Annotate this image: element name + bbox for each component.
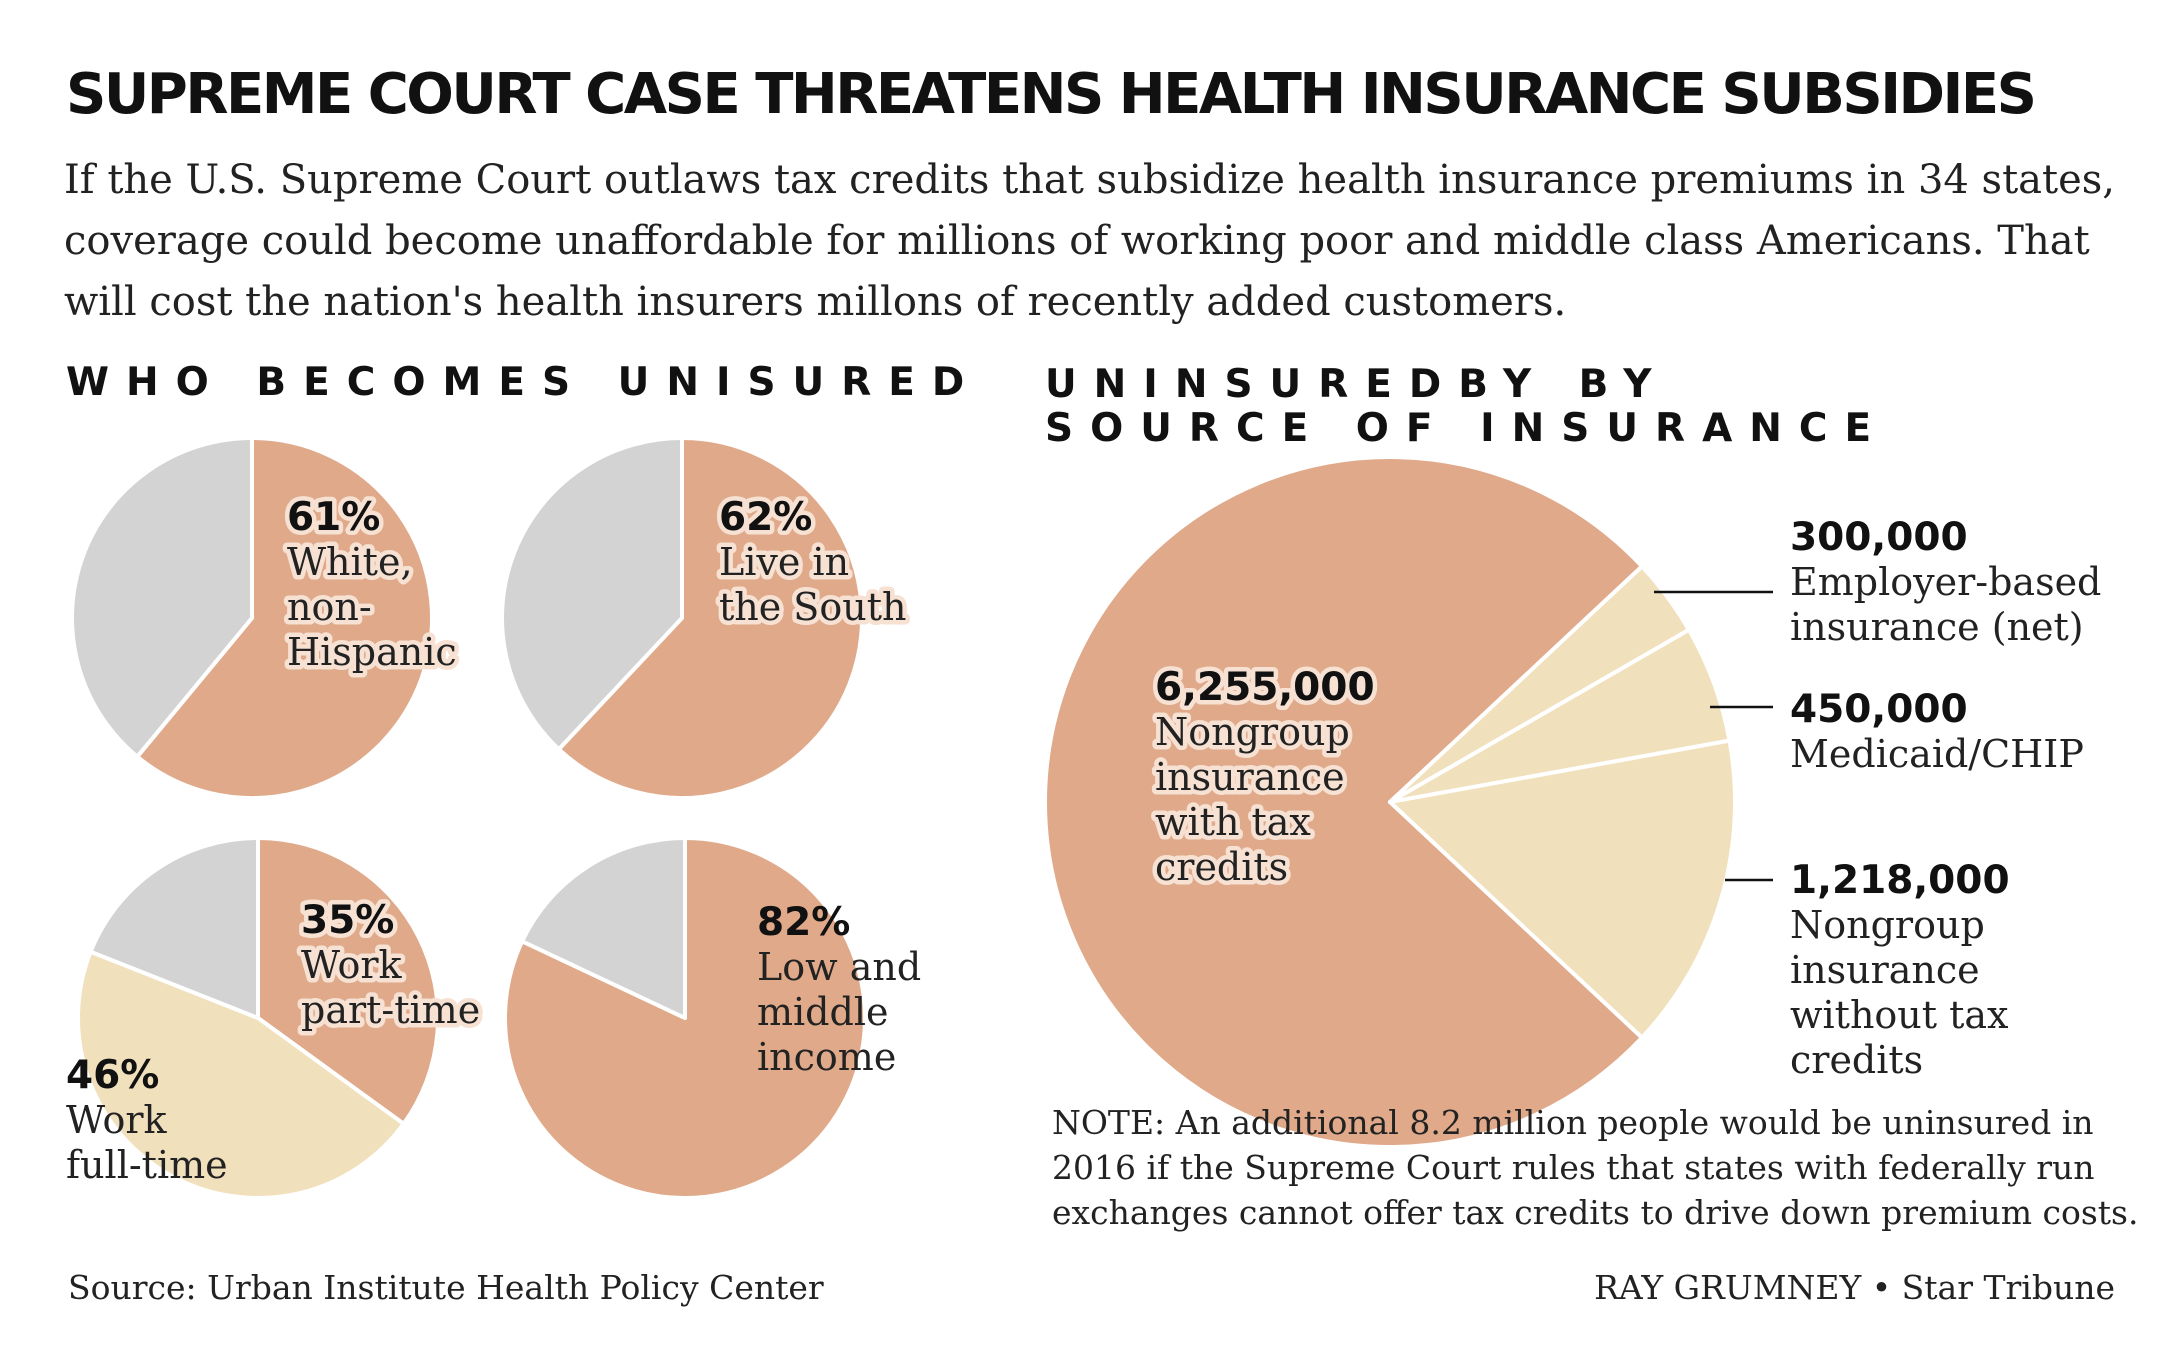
pie-4-text-label-3-line-3: credits [1790, 1038, 1923, 1082]
pie-2-slice-0 [256, 836, 440, 1126]
pie-0-text-label-0: White, non-Hispanic [287, 540, 457, 674]
right-section-heading-line1: UNINSUREDBY BY [1045, 362, 1669, 407]
pie-3-text-label-0-line-1: middle [757, 990, 888, 1034]
pie-0-text-label-0-line-1: non- [287, 585, 372, 629]
pie-4-text-label-1-line-1: insurance (net) [1790, 605, 2084, 649]
pie-2-text-label-0-line-0: Work [301, 943, 403, 987]
pie-4-text-label-3-line-2: without tax [1790, 993, 2008, 1037]
pie-2-pct-label-0: 35% [301, 898, 394, 943]
pie-2-text-label-0: Work part-time [301, 943, 480, 1032]
pie-3-text-label-0-line-2: income [757, 1035, 896, 1079]
pie-0-text-label-0-line-0: White, [287, 540, 413, 584]
pie-3-slice-0 [503, 836, 867, 1200]
pie-4-num-label-0: 6,255,000 [1155, 665, 1375, 710]
pie-4-text-label-2-line-0: Medicaid/CHIP [1790, 732, 2084, 776]
right-section-heading-line2: SOURCE OF INSURANCE [1045, 406, 1889, 451]
pie-1-pct-label-0: 62% [719, 495, 812, 540]
pie-1-text-label-0: Live in the South [719, 540, 906, 629]
pie-1-slice-1 [500, 436, 684, 752]
pie-4-text-label-2: Medicaid/CHIP [1790, 732, 2084, 776]
pie-2-text-label-1: Work full-time [66, 1098, 228, 1187]
pie-4-text-label-0-line-0: Nongroup [1155, 710, 1350, 754]
pie-1-text-label-0-line-1: the South [719, 585, 906, 629]
pie-4-text-label-0-line-2: with tax [1155, 800, 1311, 844]
pie-4-text-label-1: Employer-based insurance (net) [1790, 560, 2101, 649]
pie-2-text-label-1-line-0: Work [66, 1098, 168, 1142]
pie-4-num-label-3: 1,218,000 [1790, 858, 2010, 903]
note-text: NOTE: An additional 8.2 million people w… [1052, 1103, 2139, 1232]
pie-2-text-label-1-line-1: full-time [66, 1143, 228, 1187]
pie-4-num-label-1: 300,000 [1790, 515, 1968, 560]
pie-1-text-label-0-line-0: Live in [719, 540, 849, 584]
pie-4-num-label-2: 450,000 [1790, 687, 1968, 732]
pie-3-text-label-0: Low and middle income [757, 945, 921, 1079]
pie-3-text-label-0-line-0: Low and [757, 945, 921, 989]
pie-4-text-label-3-line-0: Nongroup [1790, 903, 1985, 947]
pie-4-text-label-3-line-1: insurance [1790, 948, 1980, 992]
credit-text: RAY GRUMNEY • Star Tribune [1594, 1268, 2115, 1307]
pie-3-pct-label-0: 82% [757, 900, 850, 945]
pie-3-slice-1 [520, 836, 687, 1020]
pie-1-slice-0 [556, 436, 864, 800]
pie-4-text-label-0-line-3: credits [1155, 845, 1288, 889]
pie-2-text-label-0-line-1: part-time [301, 988, 480, 1032]
pie-4-text-label-0: Nongroup insurance with tax credits [1155, 710, 1350, 889]
left-section-heading: WHO BECOMES UNISURED [66, 360, 982, 405]
pie-2-slice-2 [88, 836, 260, 1020]
pie-4-text-label-0-line-1: insurance [1155, 755, 1345, 799]
pie-2-pct-label-1: 46% [66, 1053, 159, 1098]
pie-4-slice-0 [1043, 455, 1644, 1149]
pie-0-slice-1 [70, 436, 254, 759]
intro-text: If the U.S. Supreme Court outlaws tax cr… [64, 157, 2115, 325]
pie-0-text-label-0-line-2: Hispanic [287, 630, 457, 674]
pie-0-slice-0 [135, 436, 434, 800]
pie-2-slice-1 [76, 949, 406, 1200]
pie-4-slice-3 [1388, 738, 1737, 1040]
source-text: Source: Urban Institute Health Policy Ce… [68, 1268, 824, 1307]
pie-4-text-label-1-line-0: Employer-based [1790, 560, 2101, 604]
pie-4-text-label-3: Nongroup insurance without tax credits [1790, 903, 2008, 1082]
page-title: SUPREME COURT CASE THREATENS HEALTH INSU… [66, 62, 2037, 127]
pie-0-pct-label-0: 61% [287, 495, 380, 540]
